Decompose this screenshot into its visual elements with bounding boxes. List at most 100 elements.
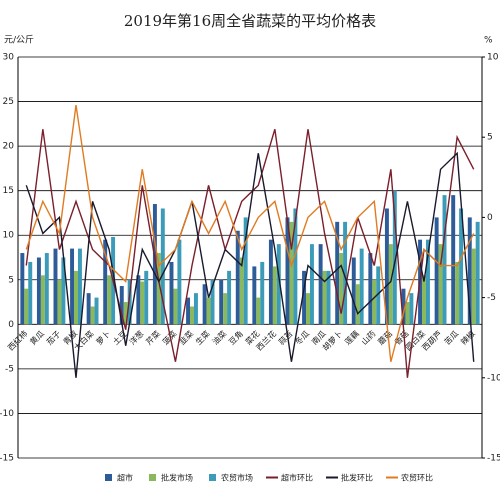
bar [107,275,112,325]
bar [144,270,149,325]
bar [355,284,360,325]
x-tick-label: 萝卜 [94,328,112,346]
bar [276,244,281,325]
x-tick-label: 辣椒 [459,328,477,346]
bar [193,293,198,325]
y2-tick-label: 10 [487,53,499,63]
bar [20,253,25,325]
bar [339,253,344,325]
y2-tick-label: 0 [487,213,493,223]
legend-label: 批发环比 [341,473,373,483]
bar [44,253,49,325]
x-tick-label: 蘑菇 [376,328,394,346]
line-series [25,128,475,378]
bar [77,248,82,325]
bar [302,270,307,325]
y-tick-label: 10 [3,231,15,241]
bar [206,297,211,325]
x-tick-label: 芹菜 [144,328,162,346]
bar [70,248,75,325]
bar [186,297,191,325]
bar [156,253,161,325]
y-tick-label: 0 [8,320,14,330]
bar [173,288,178,325]
bar [343,221,348,325]
chart-title: 2019年第16周全省蔬菜的平均价格表 [124,12,376,30]
legend-label: 超市环比 [281,473,313,483]
bar [235,230,240,325]
bar [152,204,157,325]
bar [459,208,464,325]
bar [36,257,41,325]
bar [335,221,340,325]
bar [351,257,356,325]
y-tick-label: 25 [3,97,14,107]
x-tick-label: 莲藕 [343,328,361,346]
x-tick-label: 豆角 [227,328,245,346]
legend-label: 农贸市场 [221,473,253,483]
bar [359,248,364,325]
bar [94,297,99,325]
y-axis-label: 元/公斤 [4,35,34,46]
bar [306,293,310,325]
bar [219,279,224,325]
legend-label: 超市 [117,473,133,483]
y2-tick-label: 5 [487,133,493,143]
bar [455,261,460,325]
bar [256,297,261,325]
bar [409,293,414,325]
x-tick-label: 西红柿 [5,328,29,352]
legend-label: 批发市场 [161,473,193,483]
line-series [25,151,475,378]
bar [103,239,108,325]
bar [169,261,174,325]
bar [243,217,248,325]
bar [127,279,132,325]
bar [123,302,128,325]
bar [61,257,66,325]
legend-swatch [105,474,112,481]
bar [272,266,277,325]
legend-swatch [149,474,156,481]
bar [326,270,331,325]
bar [434,217,439,325]
bar [376,266,381,325]
y2-tick-label: -10 [487,373,500,383]
bar [28,261,33,325]
bar [309,244,314,325]
x-tick-label: 洋葱 [127,328,145,346]
bar [475,221,480,325]
y-tick-label: 15 [3,186,14,196]
bar [210,279,215,325]
bar [227,270,232,325]
y2-axis-label: % [484,36,493,46]
bar [442,195,447,325]
x-tick-label: 苦瓜 [442,328,460,346]
y-tick-label: 30 [3,53,15,63]
bar [160,208,165,325]
y-tick-label: 5 [8,275,14,285]
x-tick-label: 蒜苔 [276,328,294,346]
bar [401,288,406,325]
x-tick-label: 山药 [359,328,377,346]
bar [90,306,95,325]
bar [252,266,257,325]
bar [467,217,472,325]
y-tick-label: 20 [3,142,15,152]
bar [119,286,124,325]
bar [425,239,430,325]
bar [239,257,244,325]
bar [384,208,389,325]
bar [372,279,377,325]
bar [53,248,58,325]
bar [268,239,273,325]
bar [223,293,228,325]
line-series [25,105,475,362]
legend-label: 农贸环比 [401,473,433,483]
bar [74,270,78,325]
bar [405,302,410,325]
bar [86,293,91,325]
bar [438,244,443,325]
bar [318,244,323,325]
